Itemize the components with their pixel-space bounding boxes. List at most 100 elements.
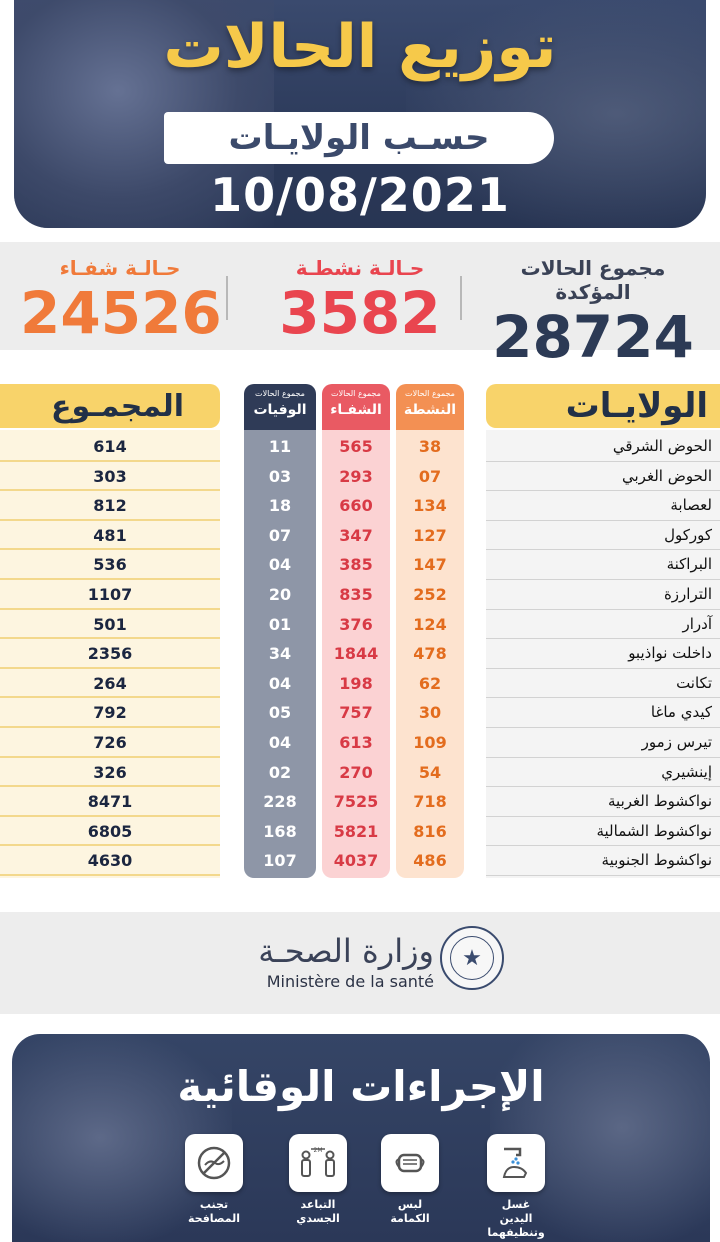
deaths-cell: 228 <box>263 792 297 812</box>
row-divider <box>0 637 220 640</box>
tip-social-distancing: 2M التباعد الجسدي <box>286 1134 350 1226</box>
wilaya-name: تيرس زمور <box>641 733 712 751</box>
table-row: البراكنة 147 385 04 536 <box>0 550 720 580</box>
table-row: لعصابة 134 660 18 812 <box>0 491 720 521</box>
header-active-caption: مجموع الحالات <box>405 389 455 398</box>
deaths-cell: 107 <box>263 851 297 871</box>
tip-hand-washing: غسل اليدين وتنظيفهما <box>484 1134 548 1240</box>
active-cases-cell: 127 <box>413 525 447 545</box>
tip-face-mask: لبس الكمامة <box>378 1134 442 1226</box>
ministry-seal-icon: ★ <box>440 926 504 990</box>
total-cases-cell: 726 <box>93 733 127 752</box>
total-cases-cell: 1107 <box>87 585 133 604</box>
row-divider <box>486 845 720 847</box>
header-banner: توزيع الحالات حسـب الولايـات 10/08/2021 <box>14 0 706 228</box>
stat-recovered-value: 24526 <box>20 279 222 347</box>
total-cases-cell: 264 <box>93 673 127 693</box>
star-icon: ★ <box>450 936 494 980</box>
deaths-cell: 11 <box>268 437 292 456</box>
header-recovered: مجموع الحالات الشفـاء <box>322 384 390 430</box>
active-cases-cell: 816 <box>413 821 447 841</box>
recovered-column-background <box>322 430 390 878</box>
wilaya-name: آدرار <box>682 614 712 633</box>
row-divider <box>0 785 220 788</box>
deaths-column-background <box>244 430 316 878</box>
wilaya-name: تكانت <box>676 673 712 692</box>
page-title: توزيع الحالات <box>163 12 557 82</box>
row-divider <box>486 874 720 876</box>
deaths-cell: 01 <box>268 614 292 634</box>
wilaya-name: كيدي ماغا <box>650 703 712 722</box>
active-cases-cell: 478 <box>413 644 447 664</box>
row-divider <box>486 578 720 580</box>
recovered-cases-cell: 565 <box>339 437 373 456</box>
header-active: مجموع الحالات النشطة <box>396 384 464 430</box>
stat-active-value: 3582 <box>279 279 441 347</box>
active-cases-cell: 54 <box>418 762 442 782</box>
row-divider <box>486 815 720 817</box>
distance-badge: 2M <box>314 1147 323 1154</box>
active-cases-cell: 718 <box>413 792 447 812</box>
row-divider <box>486 608 720 610</box>
total-column-background <box>0 430 220 878</box>
summary-strip: مجموع الحالات المؤكدة 28724 حـالـة نشطـة… <box>0 242 720 370</box>
hand-wash-icon <box>487 1134 545 1192</box>
deaths-cell: 34 <box>268 644 292 664</box>
active-cases-cell: 147 <box>413 555 447 575</box>
header-total: المجمـوع <box>0 384 220 428</box>
header-recovered-label: الشفـاء <box>330 402 382 418</box>
stat-active-label: حـالـة نشطـة <box>295 256 425 280</box>
total-cases-cell: 303 <box>93 466 127 486</box>
total-cases-cell: 6805 <box>87 821 133 841</box>
table-row: نواكشوط الجنوبية 486 4037 107 4630 <box>0 846 720 876</box>
deaths-cell: 04 <box>268 673 292 693</box>
recovered-cases-cell: 198 <box>339 673 373 693</box>
row-divider <box>0 725 220 728</box>
wilaya-column-background <box>486 430 720 878</box>
table-row: نواكشوط الغربية 718 7525 228 8471 <box>0 787 720 817</box>
row-divider <box>486 519 720 521</box>
table-row: آدرار 124 376 01 501 <box>0 610 720 640</box>
social-distance-icon: 2M <box>289 1134 347 1192</box>
total-cases-cell: 812 <box>93 496 127 516</box>
deaths-cell: 04 <box>268 555 292 575</box>
wilaya-name: الحوض الغربي <box>622 466 712 485</box>
stat-recovered-cases: حـالـة شفـاء 24526 <box>20 256 222 347</box>
total-cases-cell: 8471 <box>87 792 133 812</box>
wilaya-name: الحوض الشرقي <box>612 437 712 455</box>
row-divider <box>0 489 220 492</box>
wilaya-name: نواكشوط الغربية <box>608 792 712 811</box>
wilaya-name: كوركول <box>664 525 712 544</box>
tip-social-distancing-label: التباعد الجسدي <box>296 1198 340 1225</box>
ministry-footer: ★ وزارة الصحـة Ministère de la santé <box>0 912 720 1014</box>
recovered-cases-cell: 660 <box>339 496 373 516</box>
table-row: تيرس زمور 109 613 04 726 <box>0 728 720 758</box>
deaths-cell: 03 <box>268 466 292 486</box>
deaths-cell: 07 <box>268 525 292 545</box>
stat-total-value: 28724 <box>492 303 694 371</box>
row-divider <box>0 548 220 551</box>
total-cases-cell: 2356 <box>87 644 133 664</box>
header-deaths: مجموع الحالات الوفيات <box>244 384 316 430</box>
wilaya-name: الترارزة <box>663 585 712 603</box>
total-cases-cell: 4630 <box>87 851 133 871</box>
wilaya-name: نواكشوط الشمالية <box>596 821 712 840</box>
prevention-title: الإجراءات الوقائية <box>177 1062 545 1111</box>
face-mask-icon <box>381 1134 439 1192</box>
active-column-background <box>396 430 464 878</box>
stat-active-cases: حـالـة نشطـة 3582 <box>270 256 450 346</box>
deaths-cell: 05 <box>268 703 292 723</box>
header-wilaya: الولايـات <box>486 384 720 428</box>
recovered-cases-cell: 1844 <box>333 644 379 664</box>
row-divider <box>0 518 220 521</box>
table-row: داخلت نواذيبو 478 1844 34 2356 <box>0 639 720 669</box>
divider <box>460 276 462 320</box>
table-row: الحوض الغربي 07 293 03 303 <box>0 462 720 492</box>
stat-total-confirmed: مجموع الحالات المؤكدة 28724 <box>488 256 698 370</box>
row-divider <box>0 459 220 462</box>
header-deaths-label: الوفيات <box>253 402 307 418</box>
recovered-cases-cell: 293 <box>339 466 373 486</box>
prevention-banner: الإجراءات الوقائية غسل اليدين وتنظيفهما … <box>12 1034 710 1242</box>
deaths-cell: 20 <box>268 585 292 604</box>
row-divider <box>486 697 720 699</box>
